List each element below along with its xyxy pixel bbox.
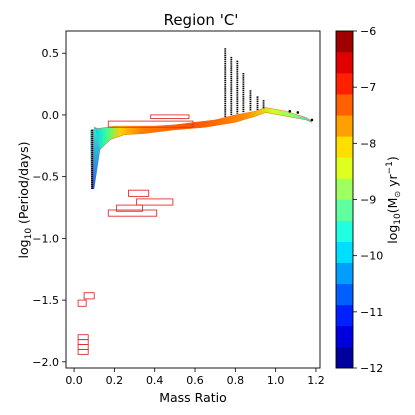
- colorbar-segment: [336, 325, 353, 348]
- colorbar-tick-label: −10: [360, 250, 383, 263]
- colorbar-segment: [336, 262, 353, 285]
- observed-system-box-7: [83, 292, 95, 300]
- observed-system-box-10: [77, 339, 89, 345]
- observed-system-box-6: [107, 209, 158, 217]
- observed-system-box-3: [128, 189, 150, 197]
- colorbar-segment: [336, 31, 353, 53]
- colorbar-segment: [336, 94, 353, 116]
- colorbar-segment: [336, 304, 353, 327]
- colorbar-segment: [336, 73, 353, 95]
- y-tick-label: 0.5: [42, 47, 60, 60]
- colorbar-segment: [336, 346, 353, 369]
- observed-system-box-9: [77, 334, 89, 341]
- y-tick-label: −0.5: [32, 171, 59, 184]
- y-tick-label: 0.0: [42, 109, 60, 122]
- colorbar-segment: [336, 220, 353, 242]
- y-tick-label: −2.0: [32, 356, 59, 369]
- colorbar-tick-label: −6: [360, 25, 376, 38]
- colorbar-segment: [336, 157, 353, 179]
- x-tick-label: 1.0: [267, 374, 285, 387]
- colorbar-ticks: −6 −7 −8 −9 −10 −11 −12: [353, 25, 383, 375]
- chart-title: Region 'C': [164, 11, 239, 29]
- axes-frame: [65, 30, 321, 369]
- x-tick-label: 0.4: [146, 374, 164, 387]
- colorbar-segment: [336, 241, 353, 263]
- y-axis-label: log10 (Period/days): [16, 142, 34, 259]
- plot-area: [77, 48, 314, 355]
- track-dot-3: [310, 118, 314, 122]
- colorbar-label: log10(M⊙ yr−1): [385, 156, 403, 244]
- x-tick-label: 1.2: [307, 374, 325, 387]
- colorbar-tick-label: −12: [360, 362, 383, 375]
- x-tick-label: 0.2: [106, 374, 124, 387]
- colorbar-segment: [336, 52, 353, 74]
- colorbar-segment: [336, 283, 353, 306]
- observed-system-box-12: [77, 349, 89, 355]
- track-dot-2: [296, 111, 300, 114]
- x-axis-label: Mass Ratio: [159, 390, 227, 405]
- x-tick-label: 0.6: [186, 374, 204, 387]
- colorbar-tick-label: −8: [360, 137, 376, 150]
- x-axis: 0.0 0.2 0.4 0.6 0.8 1.0 1.2: [65, 368, 325, 387]
- colorbar-segment: [336, 199, 353, 221]
- colorbar-segment: [336, 136, 353, 158]
- y-axis: 0.5 0.0 −0.5 −1.0 −1.5 −2.0: [32, 47, 66, 369]
- observed-system-box-5: [115, 204, 144, 212]
- observed-system-box-2: [107, 120, 194, 128]
- colorbar-tick-label: −11: [360, 306, 383, 319]
- observed-system-box-11: [77, 344, 89, 350]
- x-tick-label: 0.0: [65, 374, 83, 387]
- observed-system-box-4: [136, 198, 174, 206]
- observed-system-box-1: [150, 114, 190, 120]
- track-dot-1: [288, 109, 292, 113]
- x-tick-label: 0.8: [227, 374, 245, 387]
- y-tick-label: −1.0: [32, 232, 59, 245]
- colorbar-tick-label: −9: [360, 194, 376, 207]
- mass-transfer-band: [93, 107, 313, 159]
- colorbar-segment: [336, 178, 353, 200]
- colorbar: [336, 31, 353, 369]
- observed-system-box-8: [77, 299, 87, 307]
- y-tick-label: −1.5: [32, 294, 59, 307]
- colorbar-tick-label: −7: [360, 81, 376, 94]
- colorbar-segment: [336, 115, 353, 137]
